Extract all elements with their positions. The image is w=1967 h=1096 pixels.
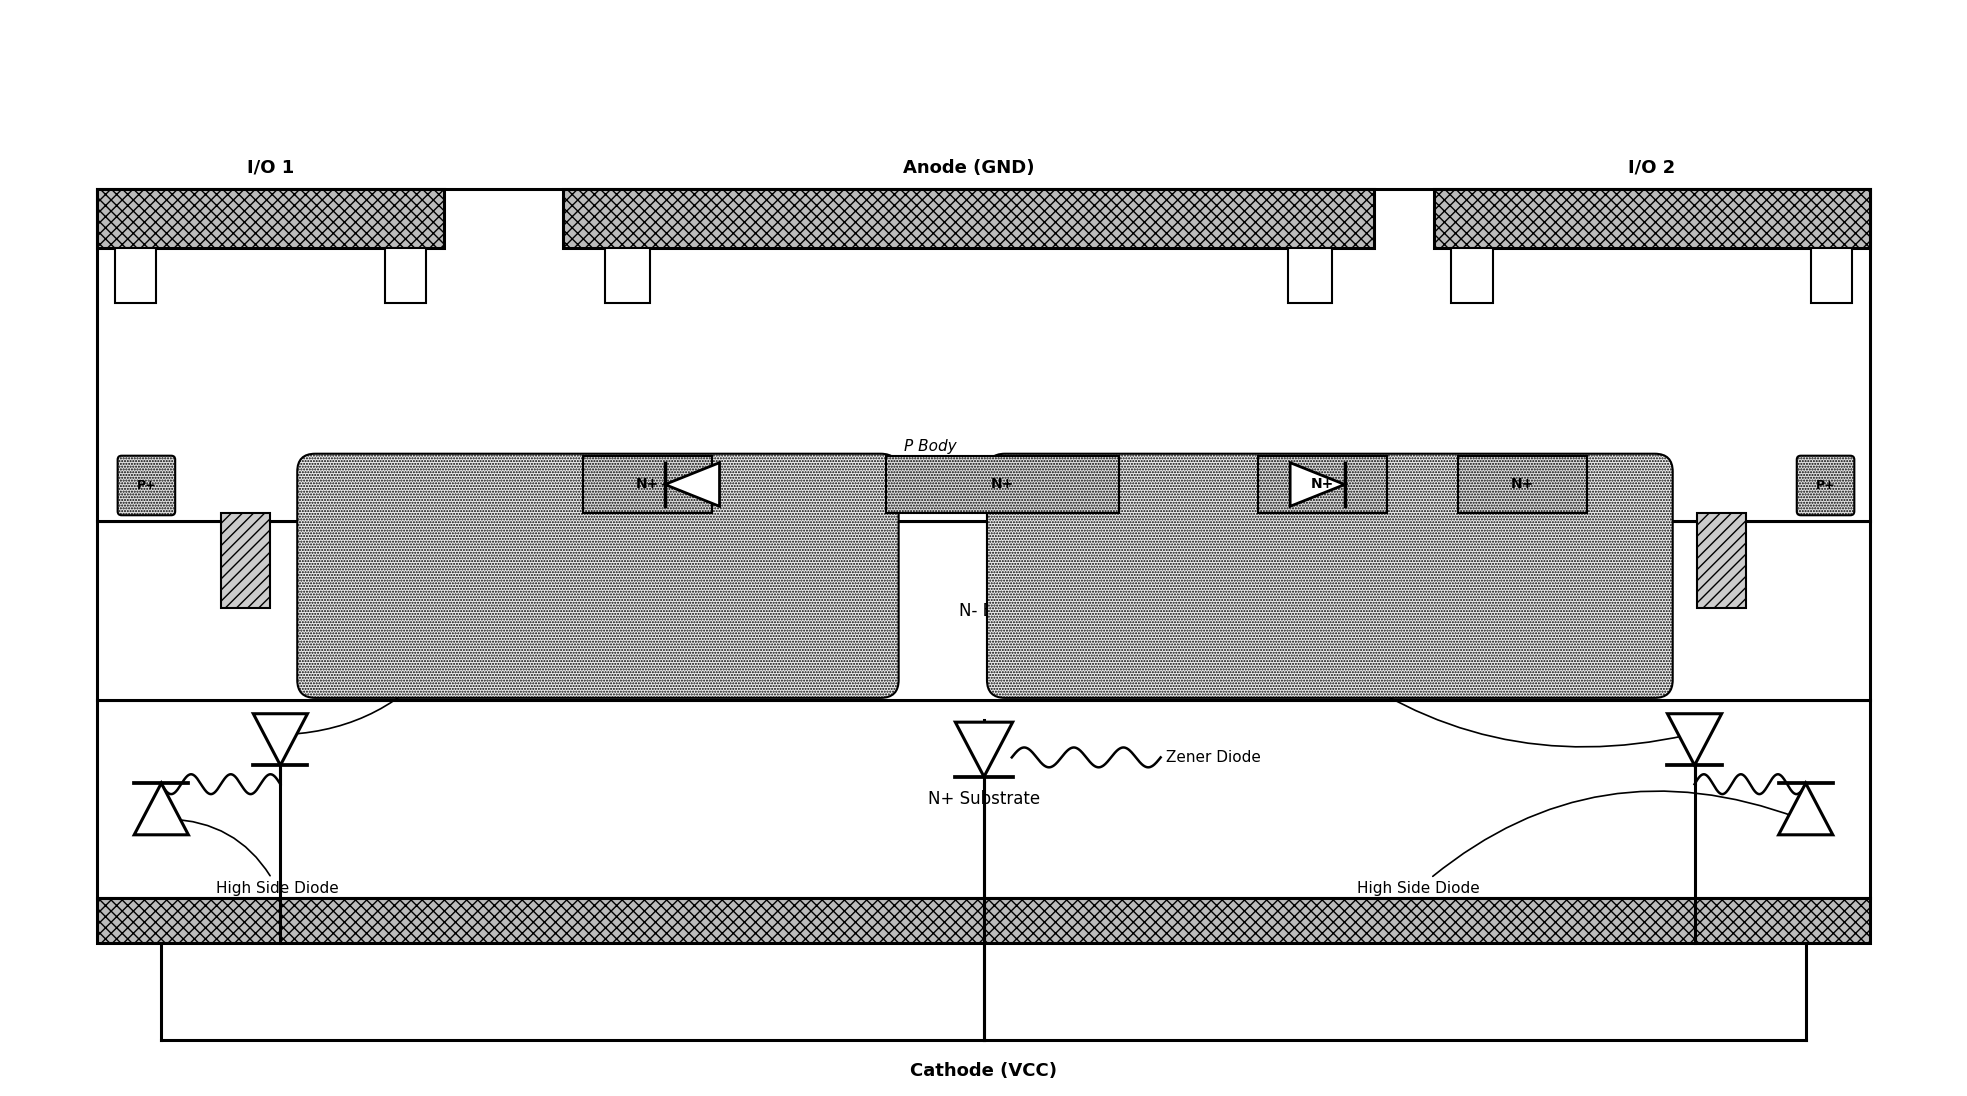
Polygon shape [1290,463,1345,506]
Text: Low Side Diode: Low Side Diode [1247,632,1688,746]
Text: P Body: P Body [905,439,956,454]
Bar [606,249,649,302]
Polygon shape [956,722,1013,777]
Bar [1696,513,1747,607]
Polygon shape [254,713,307,765]
Bar [1434,189,1871,249]
FancyBboxPatch shape [297,454,899,698]
Text: N+: N+ [991,478,1013,491]
Bar [885,456,1119,513]
Bar [114,249,155,302]
Text: Low Side Diode: Low Side Diode [287,632,511,734]
Text: P+: P+ [1816,479,1835,492]
Bar [96,522,1871,700]
FancyBboxPatch shape [118,456,175,515]
Polygon shape [1668,713,1721,765]
Bar [96,189,445,249]
Bar [96,899,1871,943]
Bar [220,513,271,607]
Text: P+: P+ [136,479,155,492]
Text: N+: N+ [635,478,659,491]
Polygon shape [134,784,189,835]
Text: Cathode (VCC): Cathode (VCC) [911,1062,1058,1080]
Bar [1288,249,1332,302]
Bar [1812,249,1853,302]
Text: I/O 2: I/O 2 [1629,159,1676,176]
FancyBboxPatch shape [1796,456,1855,515]
Bar [1458,456,1587,513]
FancyBboxPatch shape [987,454,1672,698]
Bar [1259,456,1387,513]
Bar [1452,249,1493,302]
Polygon shape [665,463,720,506]
Text: Anode (GND): Anode (GND) [903,159,1035,176]
Bar [96,700,1871,899]
Polygon shape [1778,784,1833,835]
Text: High Side Diode: High Side Diode [169,819,338,895]
Bar [582,456,712,513]
Text: N+: N+ [1511,478,1534,491]
Text: N+ Substrate: N+ Substrate [928,790,1041,808]
Text: N- Epi: N- Epi [960,602,1009,619]
Bar [563,189,1375,249]
Bar [96,189,1871,522]
Text: High Side Diode: High Side Diode [1357,791,1798,895]
Bar [386,249,427,302]
Text: I/O 1: I/O 1 [246,159,295,176]
Text: Zener Diode: Zener Diode [1166,750,1261,765]
Text: N+: N+ [1310,478,1334,491]
